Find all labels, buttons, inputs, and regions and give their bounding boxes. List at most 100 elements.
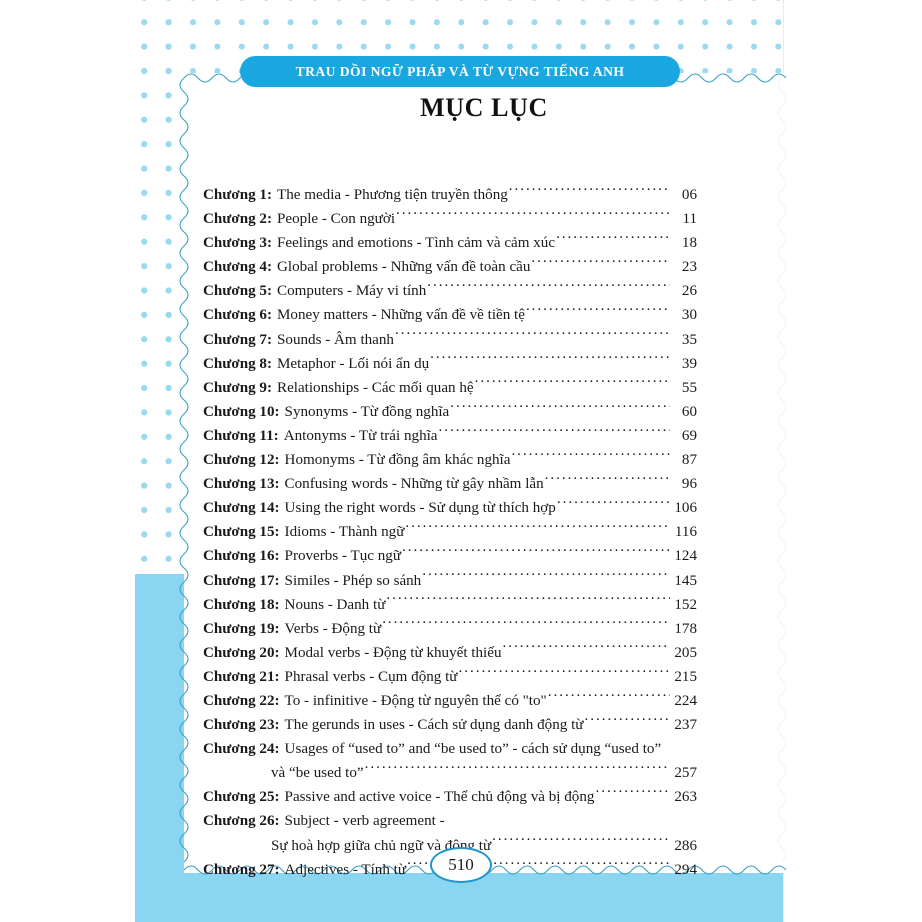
toc-dot-leader [545,473,670,488]
toc-chapter-label: Chương 19: [203,620,280,637]
toc-row[interactable]: Chương 16:Proverbs - Tục ngữ 124 [203,544,697,568]
toc-row[interactable]: Chương 14: Using the right words - Sử dụn… [203,496,697,520]
toc-chapter-title: Adjectives - Tính từ [284,861,407,878]
toc-dot-leader [382,618,670,633]
toc-row[interactable]: Sự hoà hợp giữa chủ ngữ và động từ 286 [203,834,697,858]
toc-page-number: 87 [681,452,697,469]
toc-page-number: 286 [674,837,697,854]
toc-dot-leader [386,594,670,609]
toc-page-number: 69 [681,427,697,444]
toc-row[interactable]: Chương 21:Phrasal verbs - Cụm động từ 215 [203,665,697,689]
toc-row[interactable]: Chương 18:Nouns - Danh từ 152 [203,593,697,617]
toc-chapter-title: Homonyms - Từ đồng âm khác nghĩa [284,452,511,469]
toc-chapter-title: Using the right words - Sử dụng từ thích… [284,500,556,517]
toc-chapter-label: Chương 2: [203,211,272,228]
toc-chapter-title: Proverbs - Tục ngữ [284,548,402,565]
toc-chapter-label: Chương 13: [203,476,280,493]
toc-row[interactable]: Chương 10:Synonyms - Từ đồng nghĩa 60 [203,400,697,424]
toc-chapter-label: Chương 21: [203,668,280,685]
toc-page-number: 39 [681,355,697,372]
toc-row[interactable]: Chương 20: Modal verbs - Động từ khuyết t… [203,641,697,665]
toc-row[interactable]: Chương 4: Global problems - Những vấn đề … [203,255,697,279]
toc-row[interactable]: Chương 3: Feelings and emotions - Tình cả… [203,231,697,255]
toc-row[interactable]: Chương 6: Money matters - Những vấn đề về… [203,303,697,327]
toc-chapter-label: Chương 16: [203,548,280,565]
toc-chapter-title: Feelings and emotions - Tình cảm và cảm … [277,235,556,252]
toc-page-number: 96 [681,476,697,493]
toc-chapter-label: Chương 25: [203,789,280,806]
decorative-dot-grid-left [128,0,184,580]
toc-chapter-label: Chương 18: [203,596,280,613]
toc-row[interactable]: Chương 2: People - Con người 11 [203,207,697,231]
toc-chapter-title: Subject - verb agreement - [284,813,445,830]
toc-page-number: 145 [674,572,697,589]
toc-dot-leader [458,666,670,681]
toc-row[interactable]: Chương 17:Similes - Phép so sánh 145 [203,569,697,593]
toc-row[interactable]: Chương 15:Idioms - Thành ngữ 116 [203,520,697,544]
toc-chapter-label: Chương 11: [203,427,279,444]
toc-dot-leader [439,425,670,440]
toc-page-number: 124 [674,548,697,565]
toc-row[interactable]: Chương 19:Verbs - Động từ 178 [203,617,697,641]
toc-dot-leader [405,521,670,536]
toc-row[interactable]: Chương 5: Computers - Máy vi tính 26 [203,279,697,303]
toc-chapter-label: Chương 20: [203,644,280,661]
toc-chapter-title: Verbs - Động từ [284,620,382,637]
toc-row[interactable]: Chương 22: To - infinitive - Động từ nguy… [203,689,697,713]
toc-page-number: 06 [681,187,697,203]
toc-row[interactable]: Chương 8: Metaphor - Lối nói ẩn dụ 39 [203,352,697,376]
toc-chapter-label: Chương 10: [203,403,280,420]
toc-chapter-title: Modal verbs - Động từ khuyết thiếu [284,644,502,661]
toc-page-number: 106 [674,500,697,517]
toc-chapter-title: The media - Phương tiện truyền thông [277,187,508,203]
toc-chapter-title: Money matters - Những vấn đề về tiền tệ [277,307,525,324]
toc-dot-leader [427,280,670,295]
toc-chapter-label: Chương 12: [203,452,280,469]
toc-dot-leader [396,208,670,223]
toc-page-number: 215 [674,668,697,685]
toc-row[interactable]: Chương 7: Sounds - Âm thanh 35 [203,328,697,352]
toc-row[interactable]: Chương 11:Antonyms - Từ trái nghĩa 69 [203,424,697,448]
toc-dot-leader [503,642,671,657]
toc-page-number: 257 [674,765,697,782]
toc-dot-leader [395,328,670,343]
toc-row[interactable]: Chương 13: Confusing words - Những từ gây… [203,472,697,496]
toc-row[interactable]: Chương 26: Subject - verb agreement - [203,809,697,833]
content-card [184,73,784,873]
toc-row[interactable]: Chương 23: The gerunds in uses - Cách sử … [203,713,697,737]
toc-page-number: 55 [681,379,697,396]
toc-chapter-title: Antonyms - Từ trái nghĩa [283,427,438,444]
toc-dot-leader [450,401,670,416]
toc-row[interactable]: Chương 24: Usages of “used to” and “be us… [203,737,697,761]
toc-dot-leader [475,377,670,392]
toc-chapter-title: Sounds - Âm thanh [277,331,394,348]
toc-chapter-title: Usages of “used to” and “be used to” - c… [284,741,662,758]
toc-dot-leader [556,232,670,247]
toc-chapter-label: Chương 9: [203,379,272,396]
toc-row[interactable]: Chương 12: Homonyms - Từ đồng âm khác ngh… [203,448,697,472]
toc-page-number: 116 [674,524,697,541]
toc-row[interactable]: và “be used to” 257 [203,761,697,785]
toc-chapter-label: Chương 6: [203,307,272,324]
toc-row[interactable]: Chương 9: Relationships - Các mối quan hệ… [203,376,697,400]
toc-chapter-title: Confusing words - Những từ gây nhầm lẫn [284,476,544,493]
toc-page-number: 60 [681,403,697,420]
toc-dot-leader [548,690,670,705]
toc-row[interactable]: Chương 25: Passive and active voice - Thể… [203,785,697,809]
toc-chapter-title: Synonyms - Từ đồng nghĩa [284,403,450,420]
toc-chapter-title: Similes - Phép so sánh [284,572,422,589]
right-blue-strip [766,866,783,922]
toc-chapter-title: Phrasal verbs - Cụm động từ [284,668,458,685]
toc-chapter-label: Chương 15: [203,524,280,541]
toc-page-number: 263 [674,789,697,806]
toc-page-number: 23 [681,259,697,276]
toc-row[interactable]: Chương 1: The media - Phương tiện truyền … [203,183,697,207]
toc-dot-leader [595,786,670,801]
toc-page-number: 18 [681,235,697,252]
toc-dot-leader [422,569,670,584]
toc-chapter-label: Chương 22: [203,692,280,709]
toc-page-number: 294 [674,861,697,878]
toc-chapter-title: The gerunds in uses - Cách sử dụng danh … [284,717,584,734]
page-number-text: 510 [448,855,474,874]
toc-chapter-label: Chương 3: [203,235,272,252]
